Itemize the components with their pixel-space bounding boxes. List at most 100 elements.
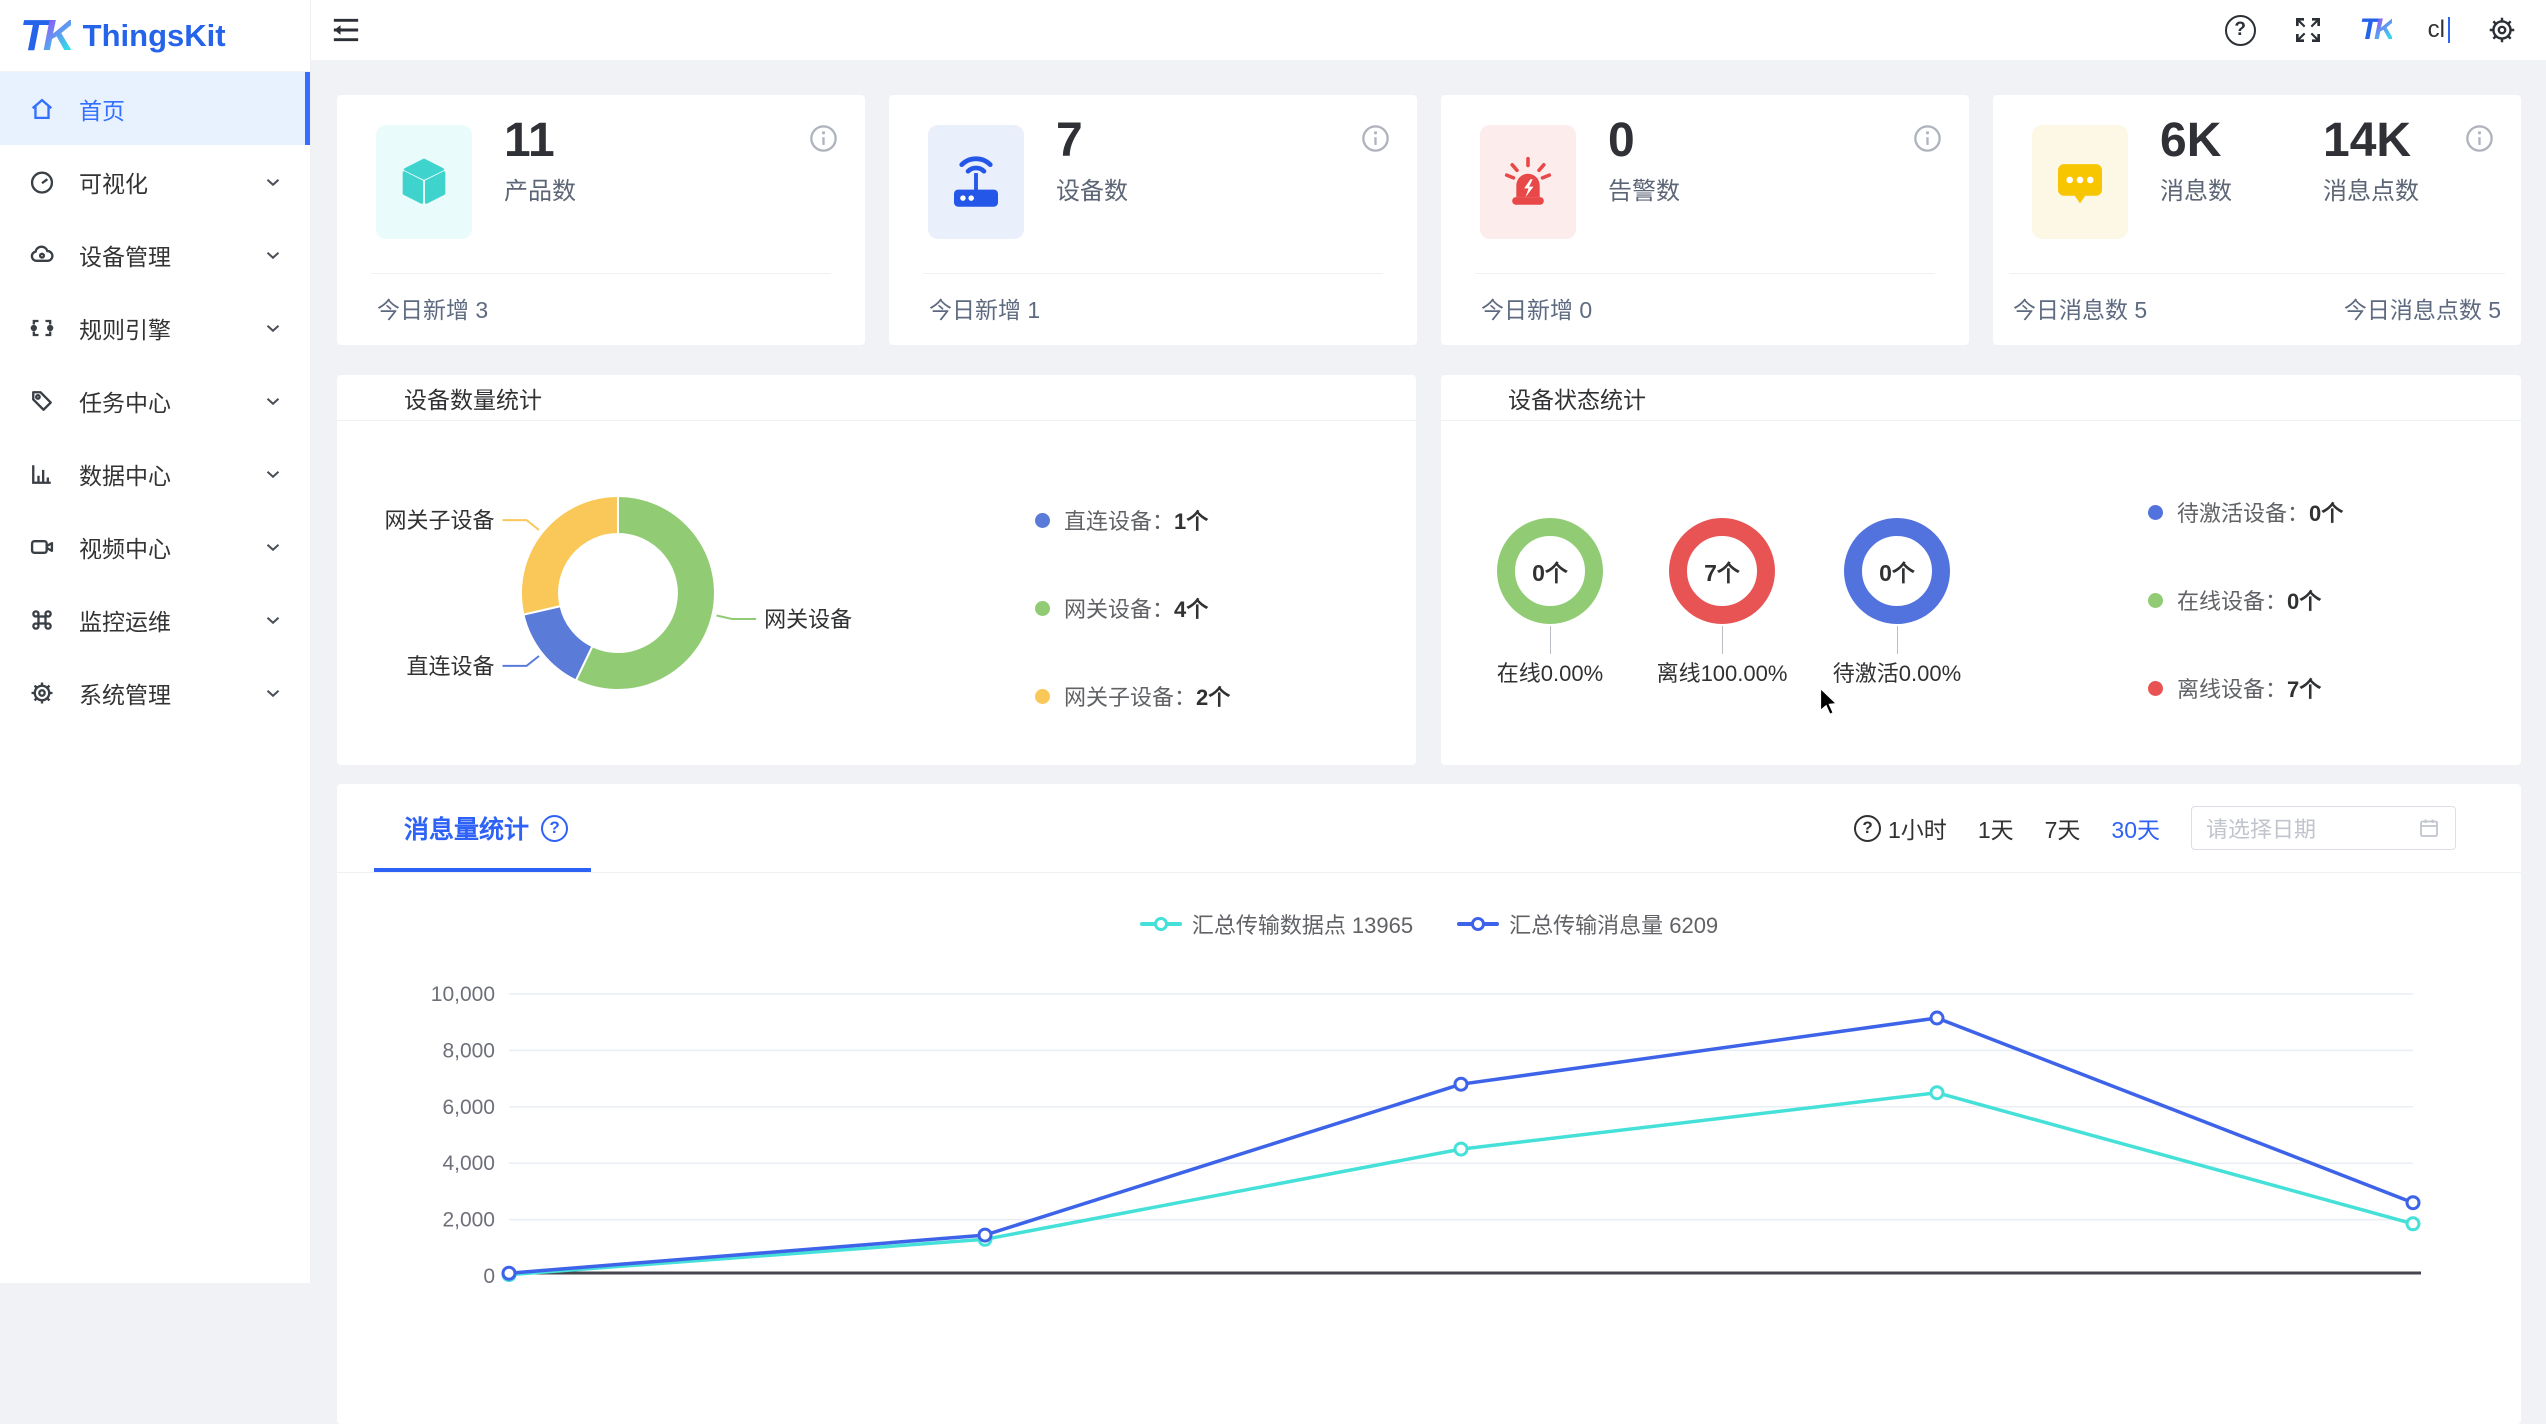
stat-label-message-points: 消息点数 (2323, 178, 2419, 205)
stat-card-alarms[interactable]: 0 告警数 今日新增 0 (1441, 95, 1969, 345)
info-icon[interactable] (1360, 123, 1391, 154)
stat-card-messages[interactable]: 6K 消息数 14K 消息点数 今日消息数 5 今日消息点数 5 (1993, 95, 2521, 345)
thingskit-logo-icon: TK (20, 10, 75, 60)
sidebar-item-video-center[interactable]: 视频中心 (0, 510, 310, 583)
date-picker-input[interactable]: 请选择日期 (2191, 806, 2456, 850)
sidebar-item-label: 首页 (79, 97, 125, 124)
app-title: ThingsKit (82, 17, 226, 53)
message-volume-line-chart[interactable]: 0 2,000 4,000 6,000 8,000 10,000 (337, 944, 2521, 1414)
stat-value: 11 (504, 114, 555, 167)
divider (923, 273, 1383, 274)
tab-message-volume[interactable]: 消息量统计 (404, 816, 530, 844)
stat-card-products[interactable]: 11 产品数 今日新增 3 (337, 95, 865, 345)
sidebar-item-device-management[interactable]: 设备管理 (0, 218, 310, 291)
stat-footer-right: 今日消息点数 5 (2343, 297, 2501, 323)
tab-30days[interactable]: 30天 (2111, 817, 2160, 843)
sidebar-item-label: 规则引擎 (79, 316, 171, 343)
status-legend: 待激活设备： 0个 在线设备： 0个 离线设备： 7个 (2148, 496, 2343, 704)
gateway-router-icon (928, 125, 1024, 239)
tab-7days[interactable]: 7天 (2044, 817, 2081, 843)
divider (2009, 273, 2505, 274)
text-caret (2448, 17, 2450, 43)
stat-footer-left: 今日消息数 5 (2013, 297, 2148, 323)
device-count-card: 设备数量统计 网关设备 直连设备 网关子设备 直连设备： 1个 网关设备： 4个 网… (337, 375, 1416, 765)
ring-label: 在线0.00% (1496, 661, 1604, 686)
info-icon[interactable] (2464, 123, 2495, 154)
sidebar-item-monitor-ops[interactable]: 监控运维 (0, 583, 310, 656)
legend-item[interactable]: 网关设备： 4个 (1035, 592, 1230, 624)
sidebar-item-label: 监控运维 (79, 608, 171, 635)
calendar-icon (2417, 816, 2441, 840)
collapse-menu-icon[interactable] (329, 13, 363, 47)
ring-label: 离线100.00% (1656, 661, 1788, 686)
stat-label: 告警数 (1608, 178, 1680, 205)
message-volume-card: 消息量统计 ? ? 1小时 1天 7天 30天 请选择日期 汇总传输数据点 139… (337, 784, 2521, 1424)
help-icon: ? (1854, 814, 1882, 842)
legend-dot (2148, 504, 2163, 520)
sidebar-item-visualization[interactable]: 可视化 (0, 145, 310, 218)
sidebar-item-data-center[interactable]: 数据中心 (0, 437, 310, 510)
status-ring-online[interactable]: 0个 (1497, 518, 1603, 624)
svg-text:6,000: 6,000 (442, 1096, 495, 1119)
info-icon[interactable] (1912, 123, 1943, 154)
tab-1day[interactable]: 1天 (1977, 817, 2014, 843)
sidebar-item-label: 视频中心 (79, 535, 171, 562)
legend-item-messages[interactable]: 汇总传输消息量 6209 (1457, 908, 1718, 940)
video-camera-icon (27, 532, 57, 562)
sidebar-item-label: 可视化 (79, 170, 148, 197)
svg-text:4,000: 4,000 (442, 1152, 495, 1175)
legend-item[interactable]: 离线设备： 7个 (2148, 672, 2343, 704)
status-ring-inactive[interactable]: 0个 (1844, 518, 1950, 624)
divider (371, 273, 831, 274)
chevron-down-icon (262, 171, 284, 193)
svg-text:直连设备: 直连设备 (406, 654, 494, 679)
stat-value: 0 (1608, 114, 1635, 167)
sidebar-menu: 首页 可视化 设备管理 规则引擎 任务中心 数据中心 (0, 72, 310, 729)
thingskit-logo-small[interactable]: TK (2359, 13, 2396, 46)
line-marker (1457, 917, 1500, 931)
status-ring-offline[interactable]: 7个 (1669, 518, 1775, 624)
legend-item-data-points[interactable]: 汇总传输数据点 13965 (1139, 908, 1413, 940)
mouse-cursor (1816, 688, 1842, 718)
ring-connector (1550, 626, 1551, 654)
sidebar-item-label: 数据中心 (79, 462, 171, 489)
help-icon[interactable]: ? (541, 814, 569, 842)
task-tag-icon (27, 386, 57, 416)
stat-card-devices[interactable]: 7 设备数 今日新增 1 (889, 95, 1417, 345)
settings-gear-icon[interactable] (2486, 14, 2518, 46)
charts-row: 设备数量统计 网关设备 直连设备 网关子设备 直连设备： 1个 网关设备： 4个 网… (337, 375, 2521, 765)
sidebar-item-task-center[interactable]: 任务中心 (0, 364, 310, 437)
username[interactable]: cl (2428, 16, 2450, 44)
donut-legend: 直连设备： 1个 网关设备： 4个 网关子设备： 2个 (1035, 504, 1230, 712)
legend-dot (1035, 600, 1050, 616)
sidebar-item-system-management[interactable]: 系统管理 (0, 656, 310, 729)
home-icon (27, 94, 57, 124)
sidebar-item-rule-engine[interactable]: 规则引擎 (0, 291, 310, 364)
logo-row[interactable]: TK ThingsKit (0, 0, 310, 72)
date-placeholder: 请选择日期 (2206, 817, 2317, 842)
tab-1hour[interactable]: ? 1小时 (1854, 811, 1947, 845)
chevron-down-icon (262, 463, 284, 485)
stat-label-messages: 消息数 (2160, 178, 2232, 205)
legend-item[interactable]: 在线设备： 0个 (2148, 584, 2343, 616)
svg-text:2,000: 2,000 (442, 1209, 495, 1232)
main-content: 11 产品数 今日新增 3 7 设备数 今日新增 1 0 告警数 今日新增 0 (311, 60, 2546, 1424)
stat-footer: 今日新增 1 (929, 297, 1041, 323)
legend-dot (2148, 592, 2163, 608)
legend-item[interactable]: 网关子设备： 2个 (1035, 680, 1230, 712)
active-tab-underline (374, 868, 591, 872)
chevron-down-icon (262, 390, 284, 412)
sidebar-item-home[interactable]: 首页 (0, 72, 310, 145)
line-legend: 汇总传输数据点 13965 汇总传输消息量 6209 (337, 908, 2521, 940)
chevron-down-icon (262, 536, 284, 558)
info-icon[interactable] (808, 123, 839, 154)
stat-value-message-points: 14K (2323, 114, 2412, 167)
ring-connector (1897, 626, 1898, 654)
fullscreen-icon[interactable] (2292, 14, 2324, 46)
ring-label: 待激活0.00% (1832, 661, 1962, 686)
stat-footer: 今日新增 0 (1481, 297, 1593, 323)
legend-item[interactable]: 待激活设备： 0个 (2148, 496, 2343, 528)
help-icon[interactable]: ? (2224, 14, 2256, 46)
legend-item[interactable]: 直连设备： 1个 (1035, 504, 1230, 536)
